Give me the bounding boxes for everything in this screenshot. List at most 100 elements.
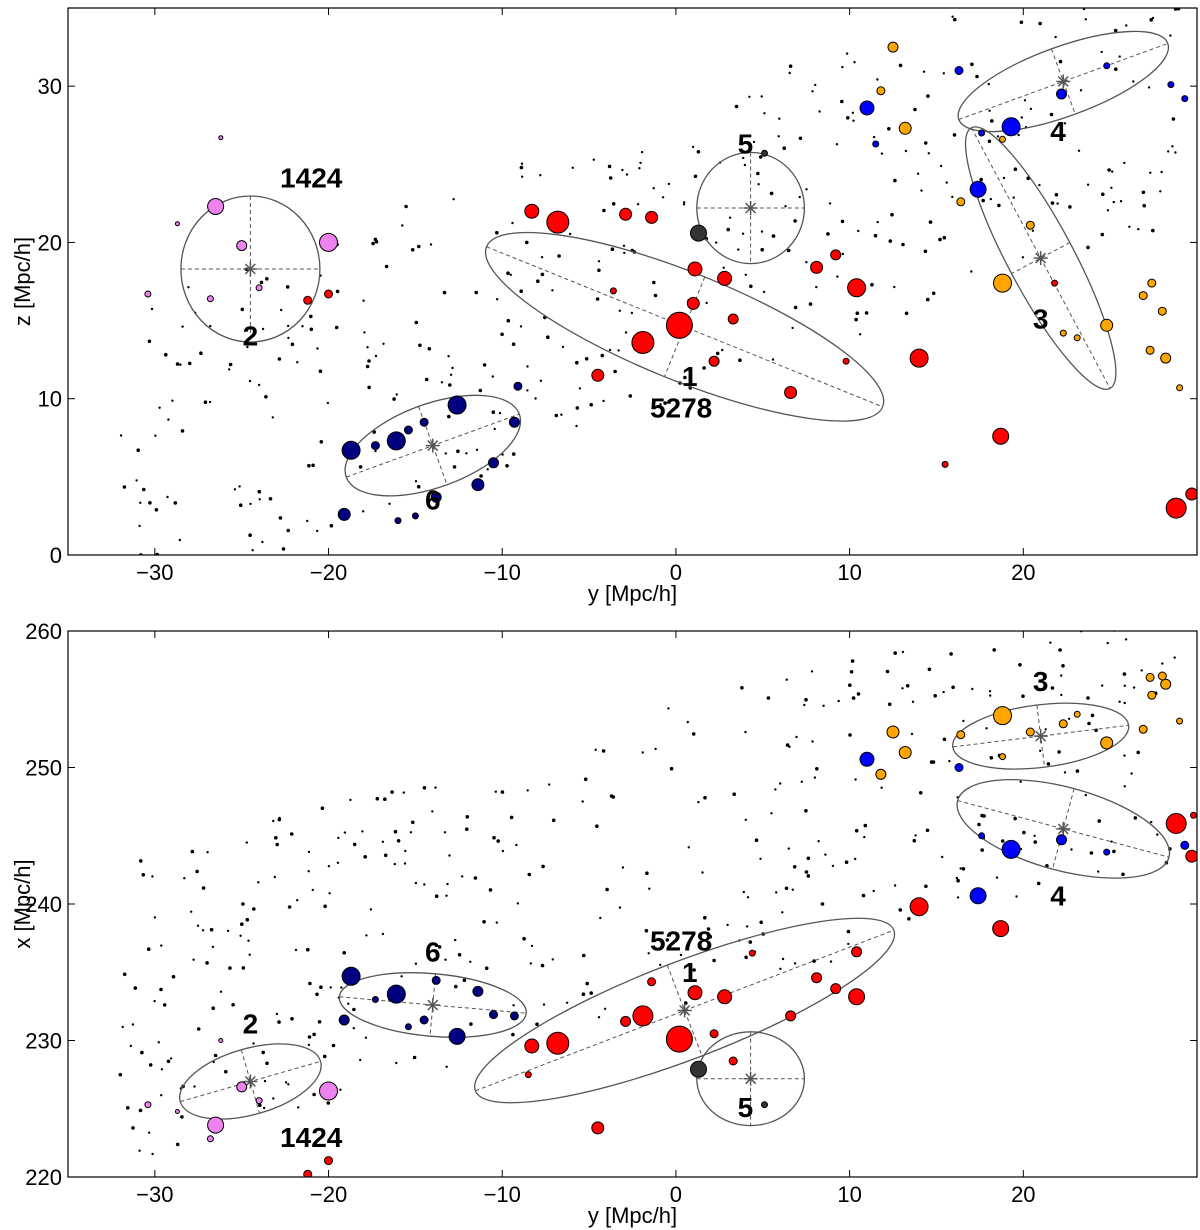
- data-point: [1185, 487, 1197, 501]
- x-tick-label: −20: [310, 1182, 347, 1207]
- data-point: [1100, 736, 1114, 750]
- x-tick-label: 10: [837, 1182, 861, 1207]
- data-point: [690, 1060, 707, 1078]
- field-galaxy-dot: [154, 508, 159, 512]
- field-galaxy-dot: [815, 285, 818, 289]
- field-galaxy-dot: [1021, 694, 1025, 698]
- field-galaxy-dot: [1106, 209, 1110, 212]
- field-galaxy-dot: [551, 289, 554, 292]
- field-galaxy-dot: [597, 260, 601, 263]
- field-galaxy-dot: [224, 1069, 228, 1074]
- field-galaxy-dot: [1123, 701, 1126, 705]
- field-galaxy-dot: [418, 343, 422, 348]
- field-galaxy-dot: [248, 379, 252, 383]
- field-galaxy-dot: [728, 216, 732, 219]
- field-galaxy-dot: [625, 173, 629, 176]
- field-galaxy-dot: [951, 15, 954, 18]
- field-galaxy-dot: [760, 95, 763, 98]
- field-galaxy-dot: [364, 1036, 368, 1039]
- data-point: [709, 1029, 719, 1039]
- field-galaxy-dot: [141, 873, 146, 877]
- field-galaxy-dot: [840, 99, 844, 104]
- data-point: [1185, 849, 1197, 863]
- field-galaxy-dot: [131, 1023, 135, 1026]
- data-point: [1001, 839, 1021, 859]
- field-galaxy-dot: [652, 187, 655, 190]
- field-galaxy-dot: [201, 886, 206, 890]
- field-galaxy-dot: [196, 924, 200, 927]
- field-galaxy-dot: [169, 1057, 173, 1060]
- field-galaxy-dot: [806, 856, 811, 861]
- field-galaxy-dot: [575, 406, 580, 410]
- data-point: [619, 207, 633, 221]
- field-galaxy-dot: [277, 357, 282, 361]
- field-galaxy-dot: [509, 273, 512, 276]
- data-point: [993, 273, 1012, 293]
- data-point: [645, 210, 659, 224]
- star-stroke: [244, 263, 256, 275]
- field-galaxy-dot: [290, 342, 295, 347]
- field-galaxy-dot: [301, 325, 304, 328]
- field-galaxy-dot: [133, 986, 138, 990]
- field-galaxy-dot: [1029, 107, 1033, 111]
- field-galaxy-dot: [336, 861, 340, 864]
- field-galaxy-dot: [726, 923, 729, 927]
- data-point: [909, 897, 929, 917]
- data-point: [848, 988, 866, 1006]
- field-galaxy-dot: [434, 786, 437, 789]
- data-point: [488, 457, 499, 469]
- field-galaxy-dot: [645, 871, 649, 875]
- field-galaxy-dot: [427, 347, 432, 351]
- data-point: [999, 753, 1006, 761]
- data-point: [1138, 291, 1148, 301]
- field-galaxy-dot: [140, 1050, 144, 1055]
- data-point: [1145, 672, 1155, 682]
- x-tick-label: −20: [310, 560, 347, 585]
- field-galaxy-dot: [249, 502, 252, 506]
- group-ellipse-3: [956, 779, 1171, 879]
- field-galaxy-dot: [275, 842, 280, 847]
- data-point: [1157, 306, 1167, 316]
- field-galaxy-dot: [1159, 190, 1162, 193]
- field-galaxy-dot: [607, 164, 612, 169]
- field-galaxy-dot: [396, 839, 401, 843]
- field-galaxy-dot: [659, 963, 662, 967]
- field-galaxy-dot: [893, 178, 897, 183]
- field-galaxy-dot: [1101, 684, 1104, 687]
- field-galaxy-dot: [456, 449, 460, 454]
- data-point: [509, 1011, 519, 1021]
- field-galaxy-dot: [316, 347, 319, 350]
- star-stroke: [1035, 730, 1047, 742]
- ellipse-major-axis: [957, 800, 1170, 858]
- data-point: [978, 129, 986, 137]
- field-galaxy-dot: [1122, 672, 1127, 676]
- field-galaxy-dot: [757, 183, 760, 186]
- field-galaxy-dot: [852, 119, 855, 122]
- field-galaxy-dot: [990, 119, 994, 123]
- field-galaxy-dot: [1125, 24, 1128, 27]
- data-point: [1051, 279, 1059, 287]
- field-galaxy-dot: [361, 830, 364, 833]
- field-galaxy-dot: [851, 111, 855, 115]
- field-galaxy-dot: [659, 403, 662, 406]
- data-point: [1181, 95, 1189, 103]
- field-galaxy-dot: [465, 452, 468, 455]
- field-galaxy-dot: [475, 448, 479, 451]
- field-galaxy-dot: [708, 934, 713, 939]
- data-point: [218, 1038, 224, 1043]
- field-galaxy-dot: [622, 244, 626, 247]
- field-galaxy-dot: [961, 867, 966, 871]
- data-point: [1073, 710, 1081, 718]
- field-galaxy-dot: [457, 952, 462, 957]
- field-galaxy-dot: [159, 987, 163, 992]
- data-point: [1100, 318, 1114, 332]
- data-point: [1160, 678, 1172, 690]
- field-galaxy-dot: [927, 152, 930, 155]
- field-galaxy-dot: [395, 393, 398, 396]
- field-galaxy-dot: [818, 110, 821, 113]
- field-galaxy-dot: [778, 117, 781, 120]
- field-galaxy-dot: [1132, 686, 1136, 689]
- field-galaxy-dot: [595, 824, 599, 828]
- y-tick-label: 220: [25, 1165, 62, 1190]
- field-galaxy-dot: [329, 523, 334, 528]
